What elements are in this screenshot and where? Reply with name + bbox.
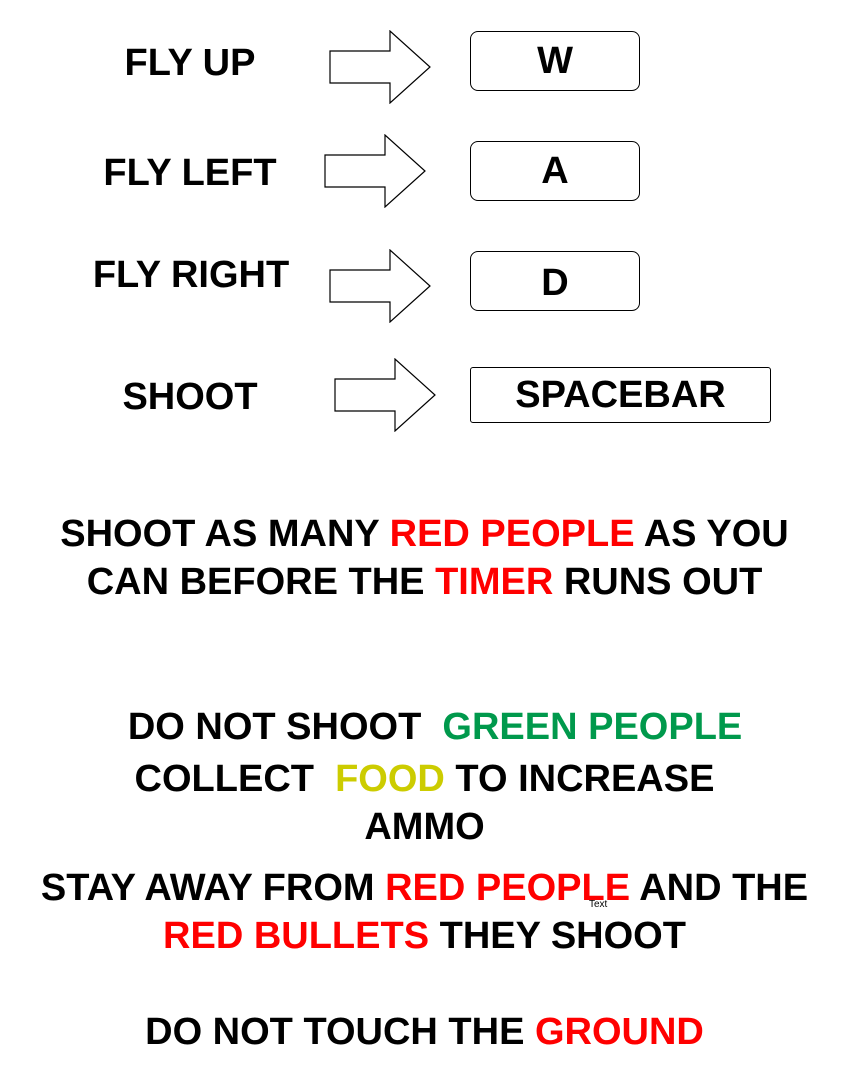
instruction-line-7: RED BULLETS THEY SHOOT <box>0 912 849 960</box>
instruction-line-2: CAN BEFORE THE TIMER RUNS OUT <box>0 558 849 606</box>
instruction-text: CAN BEFORE THE <box>86 561 436 603</box>
instruction-text: RUNS OUT <box>553 561 763 603</box>
arrow-right-icon <box>328 30 432 104</box>
key-d: D <box>470 251 640 311</box>
key-w: W <box>470 31 640 91</box>
instruction-text: DO NOT TOUCH THE <box>145 1011 535 1053</box>
control-label-fly-left: FLY LEFT <box>103 152 277 194</box>
instruction-text: DO NOT SHOOT <box>127 706 443 748</box>
instruction-highlight-red-bullets: RED BULLETS <box>163 915 430 957</box>
control-label-fly-up: FLY UP <box>124 42 256 84</box>
instruction-line-4: COLLECT FOOD TO INCREASE <box>0 755 849 803</box>
instruction-highlight-food: FOOD <box>335 758 445 800</box>
instruction-highlight-red-people: RED PEOPLE <box>385 867 631 909</box>
instruction-text: AS YOU <box>634 513 789 555</box>
instruction-line-1: SHOOT AS MANY RED PEOPLE AS YOU <box>0 510 849 558</box>
instruction-text: COLLECT <box>134 758 336 800</box>
instruction-highlight-green-people: GREEN PEOPLE <box>442 706 743 748</box>
arrow-right-icon <box>323 134 427 208</box>
instruction-line-5: AMMO <box>0 803 849 851</box>
instruction-highlight-red-people: RED PEOPLE <box>389 513 635 555</box>
arrow-right-icon <box>328 249 432 323</box>
stray-text-label: Text <box>589 899 608 910</box>
key-spacebar: SPACEBAR <box>470 367 771 423</box>
instruction-text: THEY SHOOT <box>429 915 686 957</box>
instruction-highlight-timer: TIMER <box>435 561 554 603</box>
instruction-line-3: DO NOT SHOOT GREEN PEOPLE <box>0 655 849 751</box>
instruction-text: TO INCREASE <box>444 758 715 800</box>
control-label-shoot: SHOOT <box>122 376 258 418</box>
arrow-right-icon <box>333 358 437 432</box>
instruction-text: AND THE <box>630 867 809 909</box>
instruction-text: AMMO <box>364 806 485 848</box>
instruction-highlight-ground: GROUND <box>534 1011 704 1053</box>
instruction-text: SHOOT AS MANY <box>60 513 390 555</box>
control-label-fly-right: FLY RIGHT <box>92 254 290 296</box>
instruction-line-6: STAY AWAY FROM RED PEOPLE AND THE <box>0 864 849 912</box>
key-a: A <box>470 141 640 201</box>
instruction-line-8: DO NOT TOUCH THE GROUND <box>0 1008 849 1056</box>
instruction-text: STAY AWAY FROM <box>40 867 386 909</box>
